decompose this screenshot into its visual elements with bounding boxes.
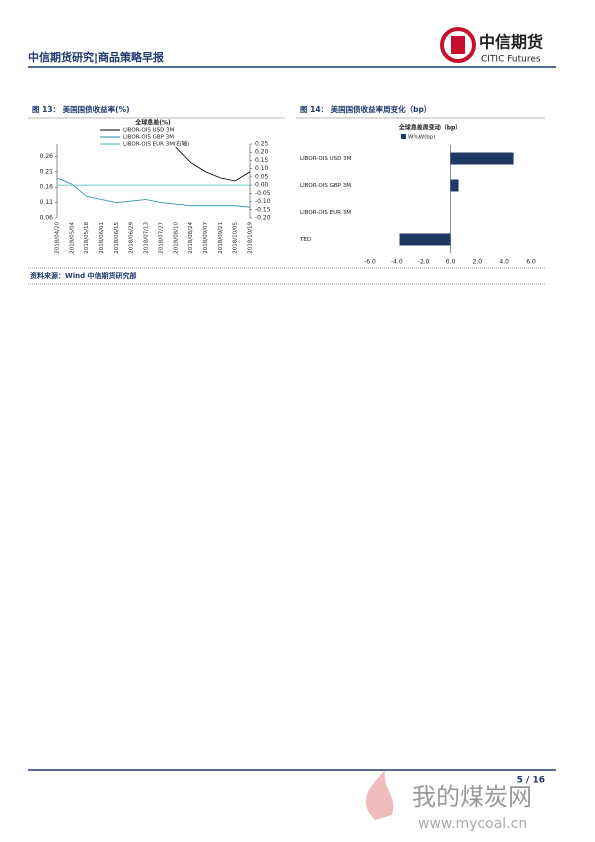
y2-tick-label: -0.15 — [255, 206, 271, 213]
y2-tick-label: 0.25 — [255, 141, 269, 148]
y2-tick-label: -0.10 — [255, 198, 271, 205]
x-tick-label: 2018/09/07 — [203, 222, 209, 254]
watermark-logo — [365, 770, 394, 820]
x-tick-label: -4.0 — [391, 259, 403, 266]
legend-label: LIBOR-OIS USD 3M — [123, 128, 175, 134]
x-tick-label: 2018/05/18 — [84, 222, 90, 254]
y-tick-label: 0.16 — [40, 184, 54, 191]
watermark-text: 我的煤炭网 — [412, 783, 532, 811]
bar — [450, 152, 514, 165]
legend-swatch — [401, 134, 406, 139]
x-tick-label: 2018/04/20 — [55, 222, 61, 254]
watermark-url: www.mycoal.cn — [418, 816, 527, 832]
bar — [450, 179, 459, 192]
x-tick-label: 2018/06/01 — [99, 222, 105, 254]
y-tick-label: LIBOR-OIS EUR 3M — [300, 210, 351, 216]
source-note: 资料来源：Wind 中信期货研究部 — [30, 271, 137, 280]
x-tick-label: 2018/10/05 — [233, 222, 239, 254]
logo-text: CITIC Futures — [481, 55, 541, 65]
y-tick-label: 0.11 — [40, 199, 54, 206]
y2-tick-label: 0.00 — [255, 182, 269, 189]
x-tick-label: 2018/10/19 — [248, 222, 254, 254]
chart-title: 全球息差(%) — [134, 119, 171, 127]
figure-caption: 图 14： 美国国债收益率周变化（bp） — [300, 104, 431, 114]
y2-tick-label: -0.20 — [255, 215, 271, 222]
bar — [399, 233, 451, 246]
x-tick-label: 2018/06/15 — [114, 222, 120, 254]
logo-text: 中信期货 — [479, 33, 543, 52]
logo-mark — [451, 36, 465, 54]
y2-tick-label: 0.15 — [255, 157, 269, 164]
x-tick-label: 4.0 — [499, 259, 509, 266]
x-tick-label: 6.0 — [526, 259, 536, 266]
y2-tick-label: 0.10 — [255, 165, 269, 172]
x-tick-label: 2018/08/24 — [188, 222, 194, 254]
x-tick-label: 2018/06/29 — [129, 222, 135, 254]
x-tick-label: -2.0 — [418, 259, 430, 266]
legend-label: LIBOR-OIS EUR 3M(右轴) — [123, 140, 189, 148]
x-tick-label: 2018/08/10 — [173, 222, 179, 254]
data-line — [175, 146, 251, 182]
logo-mark — [440, 27, 476, 63]
chart-title: 全球息差周变动（bp） — [398, 124, 462, 132]
x-tick-label: 2018/09/21 — [218, 222, 224, 254]
x-tick-label: 0.0 — [446, 259, 456, 266]
y-tick-label: LIBOR-OIS GBP 3M — [300, 183, 351, 189]
figure-caption: 图 13： 美国国债收益率(%) — [32, 104, 130, 114]
x-tick-label: 2018/07/13 — [144, 222, 150, 254]
y2-tick-label: 0.05 — [255, 173, 269, 180]
x-tick-label: 2018/07/27 — [158, 222, 164, 254]
y-tick-label: LIBOR-OIS USD 3M — [300, 156, 352, 162]
y2-tick-label: -0.05 — [255, 190, 271, 197]
y-tick-label: TED — [299, 237, 311, 243]
data-line — [56, 177, 251, 208]
x-tick-label: 2.0 — [473, 259, 483, 266]
y-tick-label: 0.21 — [40, 168, 54, 175]
header-title: 中信期货研究|商品策略早报 — [28, 50, 165, 64]
legend-label: LIBOR-OIS GBP 3M — [123, 135, 174, 141]
page-number: 5 / 16 — [517, 776, 545, 786]
legend-label: W%W(bp) — [408, 135, 435, 141]
y2-tick-label: 0.20 — [255, 149, 269, 156]
y-tick-label: 0.26 — [40, 153, 54, 160]
y-tick-label: 0.06 — [40, 215, 54, 222]
x-tick-label: 2018/05/04 — [69, 222, 75, 254]
x-tick-label: -6.0 — [364, 259, 376, 266]
